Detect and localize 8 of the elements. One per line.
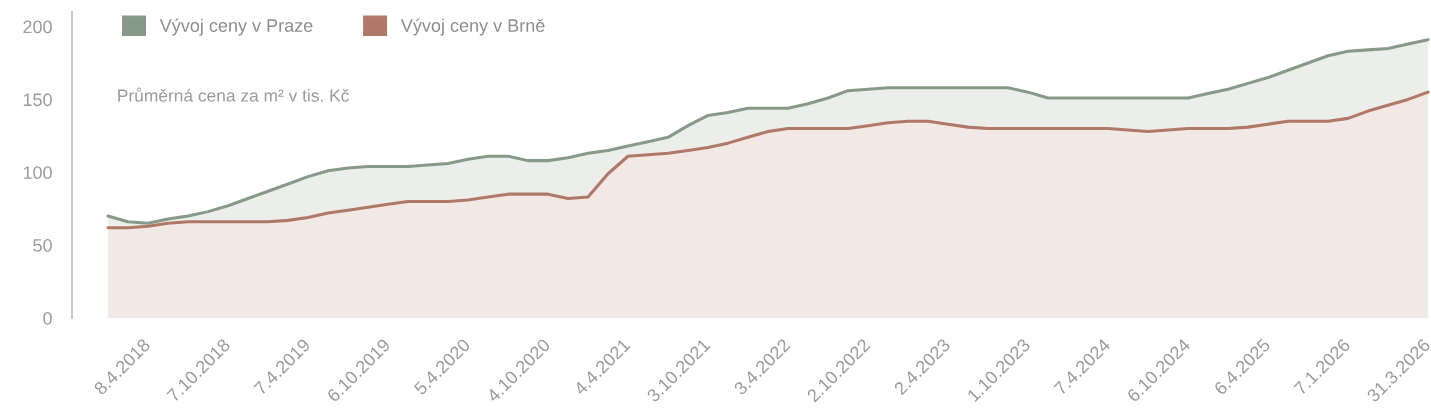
y-tick-label: 200 xyxy=(23,20,52,34)
y-tick-label: 150 xyxy=(23,93,52,107)
y-tick-label: 0 xyxy=(43,311,52,325)
y-tick-label: 100 xyxy=(23,166,52,180)
y-tick-label: 50 xyxy=(33,239,52,252)
annotation: Průměrná cena za m² v tis. Kč xyxy=(118,87,349,102)
legend-label: Vývoj ceny v Brně xyxy=(400,18,545,36)
legend-label: Vývoj ceny v Praze xyxy=(159,18,313,36)
